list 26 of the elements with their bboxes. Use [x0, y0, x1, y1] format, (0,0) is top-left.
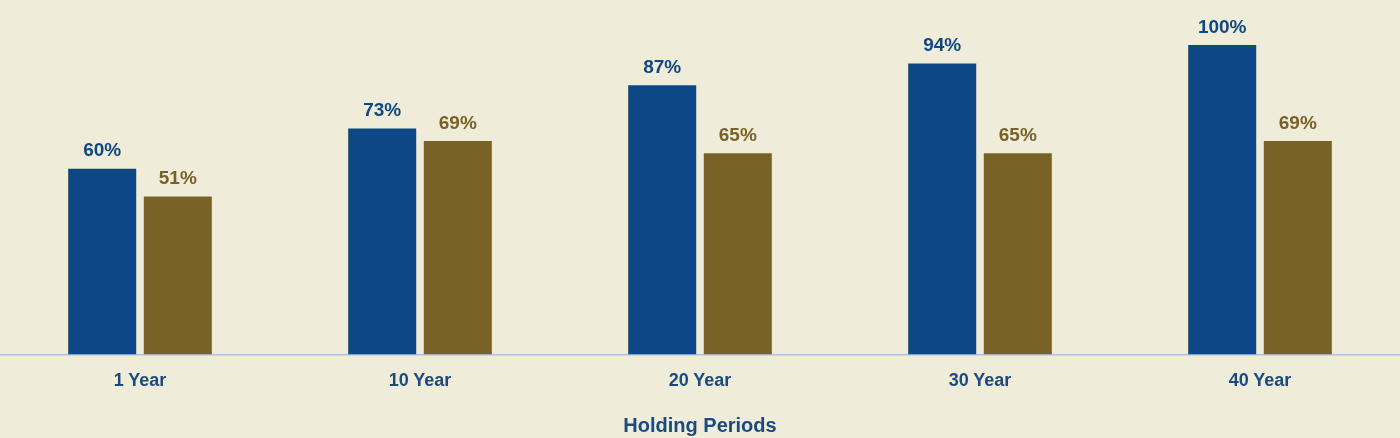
data-label: 65%: [998, 124, 1037, 146]
x-tick-label: 30 Year: [948, 370, 1012, 391]
bar: [703, 153, 772, 355]
x-tick-label: 1 Year: [113, 370, 167, 391]
x-tick-label: 40 Year: [1228, 370, 1292, 391]
data-label: 73%: [363, 99, 402, 121]
data-label: 65%: [718, 124, 757, 146]
data-label: 60%: [83, 139, 122, 161]
bar: [423, 140, 492, 355]
data-label: 87%: [643, 55, 682, 77]
bar: [628, 85, 697, 355]
bar: [348, 128, 417, 355]
x-tick-label: 20 Year: [668, 370, 732, 391]
x-axis-title: Holding Periods: [623, 413, 777, 436]
bar: [1188, 45, 1257, 355]
bar: [908, 63, 977, 355]
bar: [143, 196, 212, 355]
x-tick-label: 10 Year: [388, 370, 452, 391]
bar: [68, 168, 137, 355]
data-label: 51%: [158, 167, 197, 189]
data-label: 94%: [923, 34, 962, 56]
data-label: 100%: [1197, 15, 1247, 37]
bar: [983, 153, 1052, 355]
data-label: 69%: [1278, 111, 1317, 133]
data-label: 69%: [438, 111, 477, 133]
bar: [1263, 140, 1332, 355]
